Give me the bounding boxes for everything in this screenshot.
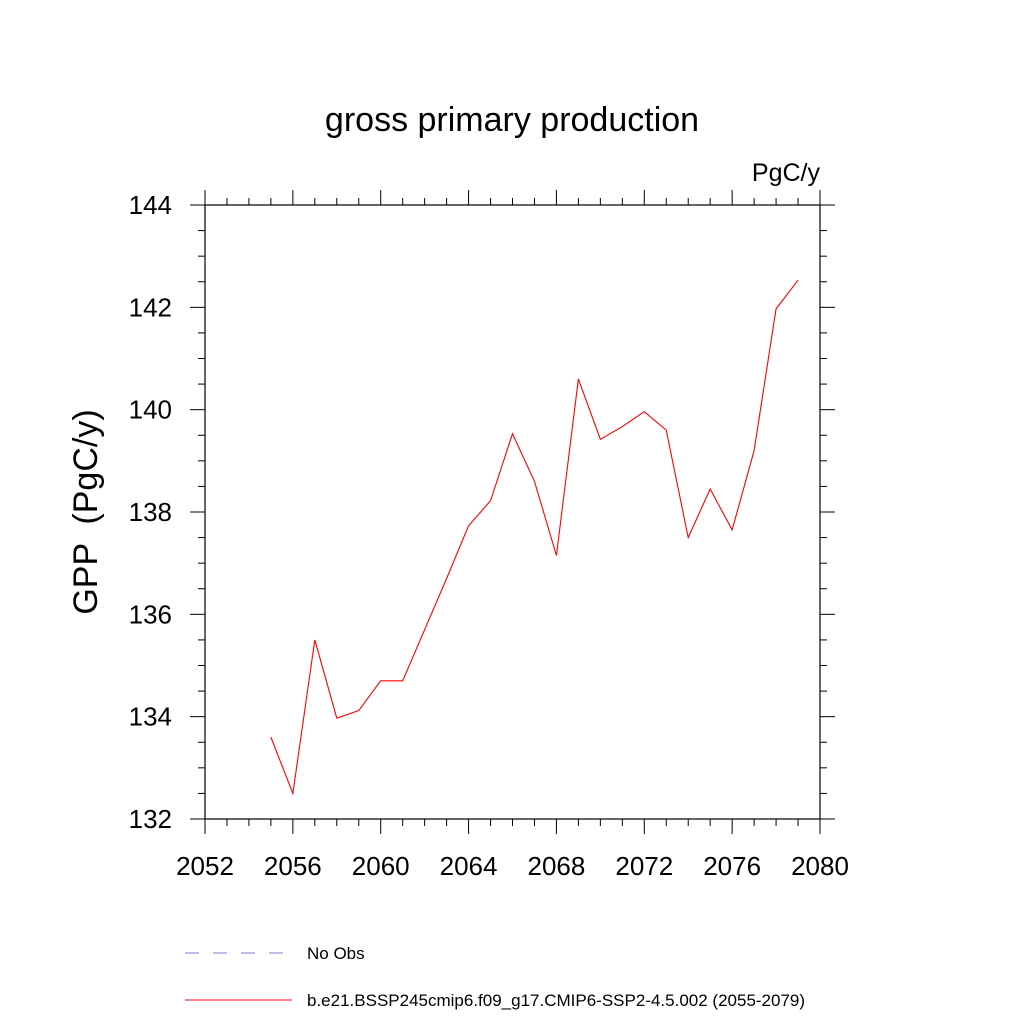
y-tick-label: 144: [129, 190, 172, 220]
y-tick-label: 136: [129, 599, 172, 629]
legend-label-model: b.e21.BSSP245cmip6.f09_g17.CMIP6-SSP2-4.…: [307, 991, 805, 1010]
y-tick-label: 142: [129, 292, 172, 322]
axis-ticks: [190, 190, 835, 834]
plot-frame: [204, 204, 821, 820]
x-tick-label: 2060: [352, 851, 410, 881]
y-tick-label: 132: [129, 804, 172, 834]
x-tick-label: 2056: [264, 851, 322, 881]
x-tick-label: 2072: [615, 851, 673, 881]
x-tick-label: 2068: [528, 851, 586, 881]
x-tick-label: 2076: [703, 851, 761, 881]
series-layer: [270, 279, 799, 796]
x-tick-label: 2052: [176, 851, 234, 881]
series-line: [270, 279, 799, 796]
x-tick-label: 2064: [440, 851, 498, 881]
legend-label-no-obs: No Obs: [307, 944, 365, 963]
x-tick-label: 2080: [791, 851, 849, 881]
y-axis-label: GPP (PgC/y): [67, 409, 105, 614]
legend: No Obs b.e21.BSSP245cmip6.f09_g17.CMIP6-…: [185, 944, 805, 1010]
tick-labels: 2052 2056 2060 2064 2068 2072 2076 2080 132 134 13…: [129, 190, 849, 881]
y-tick-label: 138: [129, 497, 172, 527]
chart-title: gross primary production: [325, 101, 699, 139]
y-tick-label: 134: [129, 702, 172, 732]
y-tick-label: 140: [129, 395, 172, 425]
units-label: PgC/y: [752, 159, 821, 187]
